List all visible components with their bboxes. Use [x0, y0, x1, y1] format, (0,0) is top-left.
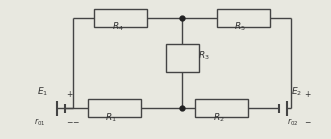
Text: +: +: [66, 90, 73, 99]
Text: $-$: $-$: [66, 116, 73, 125]
Bar: [94, 9, 147, 27]
Bar: [195, 99, 248, 117]
Text: $R_1$: $R_1$: [105, 112, 117, 124]
Text: $E_1$: $E_1$: [37, 85, 49, 98]
Bar: [217, 9, 270, 27]
Text: $-$: $-$: [72, 116, 80, 125]
Text: $E_2$: $E_2$: [291, 85, 302, 98]
Text: $-$: $-$: [304, 116, 312, 125]
Text: $R_2$: $R_2$: [213, 112, 224, 124]
Text: +: +: [305, 90, 311, 99]
Bar: [88, 99, 141, 117]
Text: $R_3$: $R_3$: [198, 49, 210, 62]
Text: $R_4$: $R_4$: [112, 20, 123, 33]
Text: $R_5$: $R_5$: [234, 20, 246, 33]
Text: $r_{02}$: $r_{02}$: [287, 117, 299, 128]
Bar: [166, 44, 199, 72]
Text: $r_{01}$: $r_{01}$: [34, 117, 45, 128]
